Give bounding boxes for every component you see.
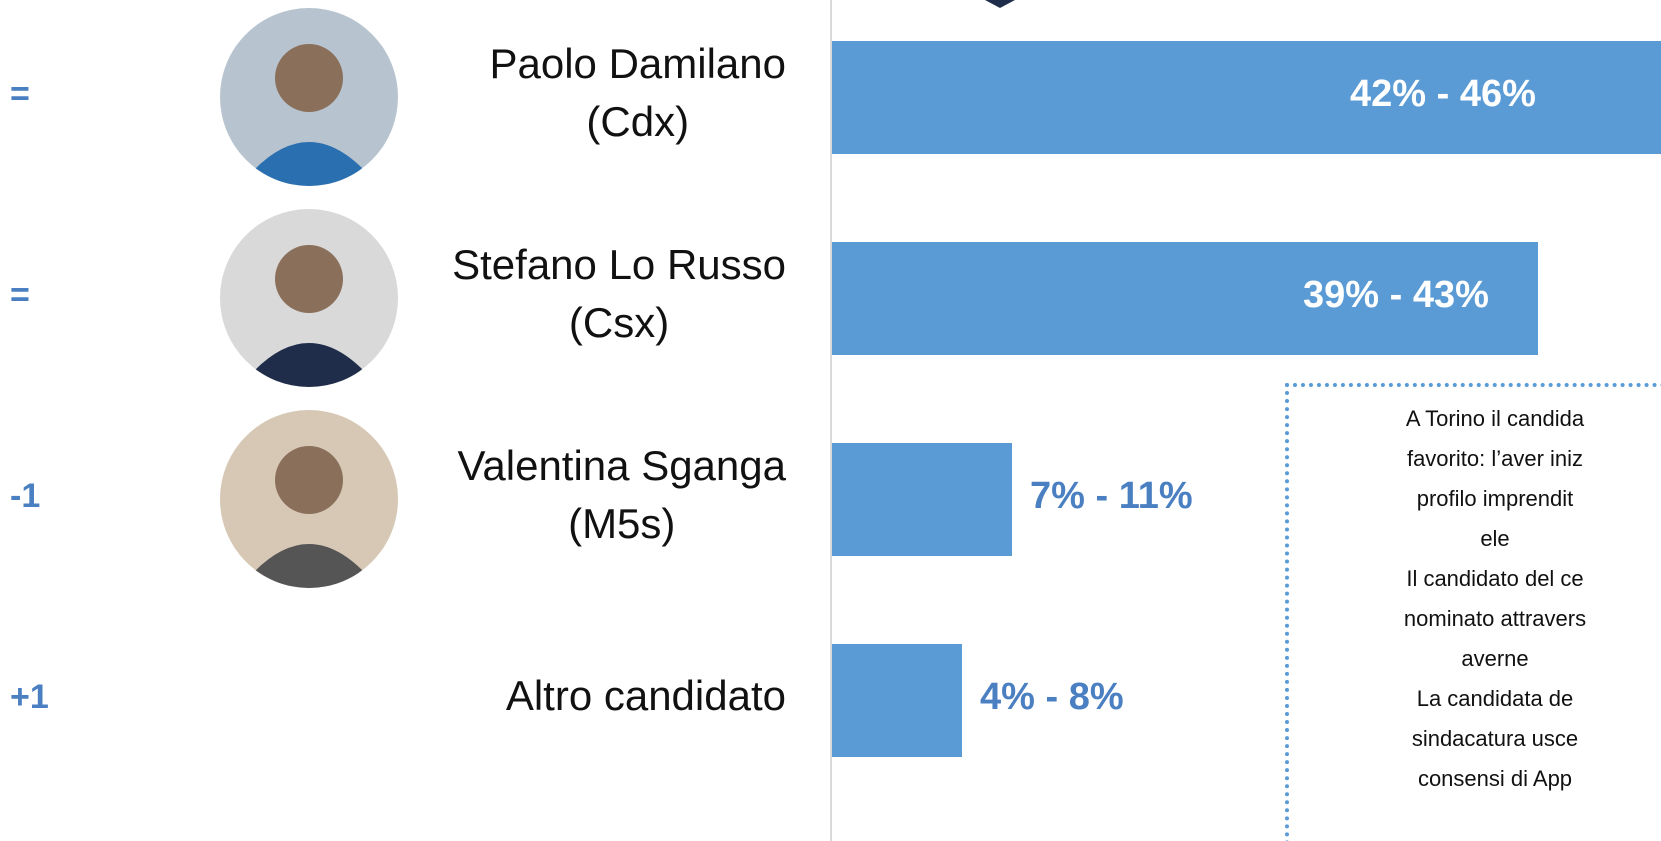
change-marker: = [10, 276, 30, 314]
note-box: A Torino il candida favorito: l’aver iniz… [1285, 383, 1661, 841]
note-line: ele [1480, 526, 1510, 551]
change-marker: = [10, 75, 30, 113]
note-line: nominato attravers [1403, 606, 1587, 631]
icon [985, 0, 1015, 8]
change-marker: +1 [10, 678, 49, 716]
range-label: 4% - 8% [980, 676, 1124, 718]
bar [832, 644, 962, 757]
axis-line [830, 0, 832, 841]
avatar [240, 446, 378, 588]
candidate-photo [220, 209, 398, 387]
note-line: Il candidato del ce [1406, 566, 1584, 591]
candidate-name: Paolo Damilano [489, 40, 786, 87]
candidate-name-block: Valentina Sganga (M5s) [458, 437, 787, 553]
bar [832, 41, 1661, 154]
candidate-name-block: Stefano Lo Russo (Csx) [452, 236, 786, 352]
avatar [240, 245, 378, 387]
candidate-party: (M5s) [568, 500, 676, 547]
candidate-name: Altro candidato [505, 672, 786, 719]
candidate-party: (Csx) [568, 299, 670, 346]
note-line: sindacatura usce [1411, 726, 1579, 751]
range-label: 42% - 46% [1350, 73, 1536, 115]
note-line: favorito: l’aver iniz [1406, 446, 1584, 471]
note-line: La candidata de [1416, 686, 1574, 711]
range-label: 7% - 11% [1030, 475, 1193, 517]
avatar [240, 44, 378, 186]
note-line: profilo imprendit [1416, 486, 1574, 511]
note-line: consensi di App [1417, 766, 1573, 791]
bar [832, 242, 1538, 355]
candidate-photo [220, 410, 398, 588]
note-line: averne [1461, 646, 1529, 671]
range-label: 39% - 43% [1303, 274, 1489, 316]
change-marker: -1 [10, 477, 41, 515]
candidate-name: Valentina Sganga [457, 442, 787, 489]
candidate-name: Stefano Lo Russo [452, 241, 786, 288]
candidate-name-block: Paolo Damilano (Cdx) [489, 35, 786, 151]
candidate-party: (Cdx) [586, 98, 690, 145]
note-line: A Torino il candida [1405, 406, 1585, 431]
bar [832, 443, 1012, 556]
candidate-photo [220, 8, 398, 186]
candidate-name-block: Altro candidato [506, 667, 786, 725]
